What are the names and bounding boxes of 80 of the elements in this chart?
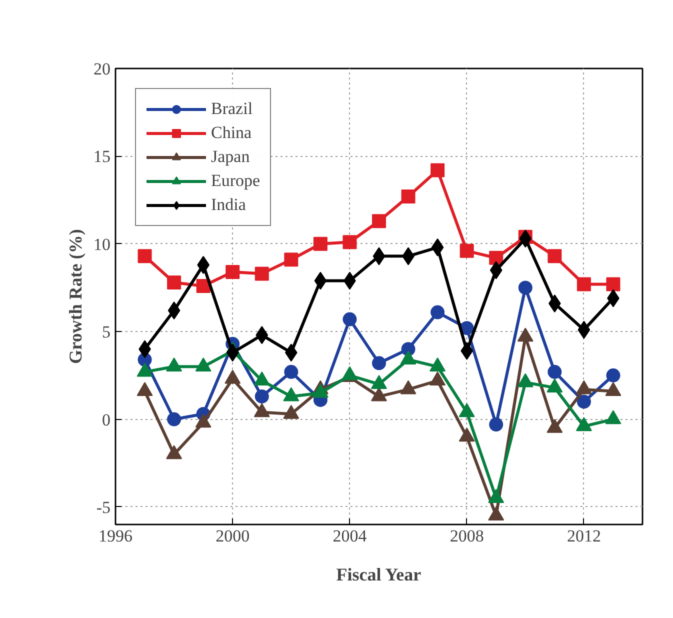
y-tick-label: 5 [102,322,110,342]
y-axis-title: Growth Rate (%) [66,229,86,364]
point [546,418,563,433]
point [605,410,622,424]
point [431,238,444,256]
point [518,280,532,295]
point [226,344,239,362]
legend-label: India [211,195,246,215]
point [606,368,620,382]
point [578,320,590,339]
point [138,249,152,264]
point [312,384,328,398]
legend-label: China [211,123,252,143]
point [283,404,300,419]
y-tick-label: 0 [102,410,110,430]
point [576,417,592,432]
point [167,275,182,290]
point [490,261,502,280]
x-tick-label: 1996 [98,526,132,546]
point [195,414,212,428]
point [605,382,622,396]
point [517,373,534,388]
point [606,277,620,292]
y-tick-label: -5 [96,498,111,517]
point [254,372,270,386]
point [430,305,445,320]
point [284,252,298,267]
point [166,357,182,372]
point [460,244,474,258]
point [430,357,446,372]
point [489,250,504,265]
x-tick-label: 2008 [450,526,484,546]
point [548,364,562,379]
point [400,380,416,394]
point [136,382,153,396]
point [256,326,268,344]
point [517,328,534,342]
point [400,350,416,364]
point [342,312,357,326]
y-tick-label: 10 [94,234,110,254]
point [576,380,592,394]
legend-label: Brazil [211,99,253,119]
point [254,403,270,418]
point [224,370,241,384]
point [372,356,386,370]
legend-label: Japan [211,147,250,167]
point [372,247,386,266]
point [430,163,445,178]
point [313,236,328,251]
point [488,489,504,504]
legend-label: Europe [211,171,260,191]
point [314,272,327,290]
point [254,266,269,281]
point [226,264,240,279]
point [284,364,298,379]
x-tick-label: 2004 [332,526,368,546]
point [546,378,563,393]
x-tick-label: 2000 [216,526,250,546]
point [254,389,269,404]
y-tick-label: 15 [94,147,110,166]
y-tick-label: 20 [94,60,110,78]
point [519,230,532,248]
point [136,362,153,377]
x-axis-title: Fiscal Year [336,564,422,584]
point [168,302,180,320]
point [430,372,446,386]
point [488,506,504,521]
point [371,375,387,390]
point [371,387,387,402]
point [458,428,475,442]
point [372,214,386,228]
point [283,387,300,402]
point [401,190,416,204]
point [458,403,475,418]
point [342,235,357,250]
point [166,445,182,460]
x-tick-label: 2012 [566,526,601,546]
point [576,277,591,292]
point [548,249,562,264]
point [195,357,212,372]
